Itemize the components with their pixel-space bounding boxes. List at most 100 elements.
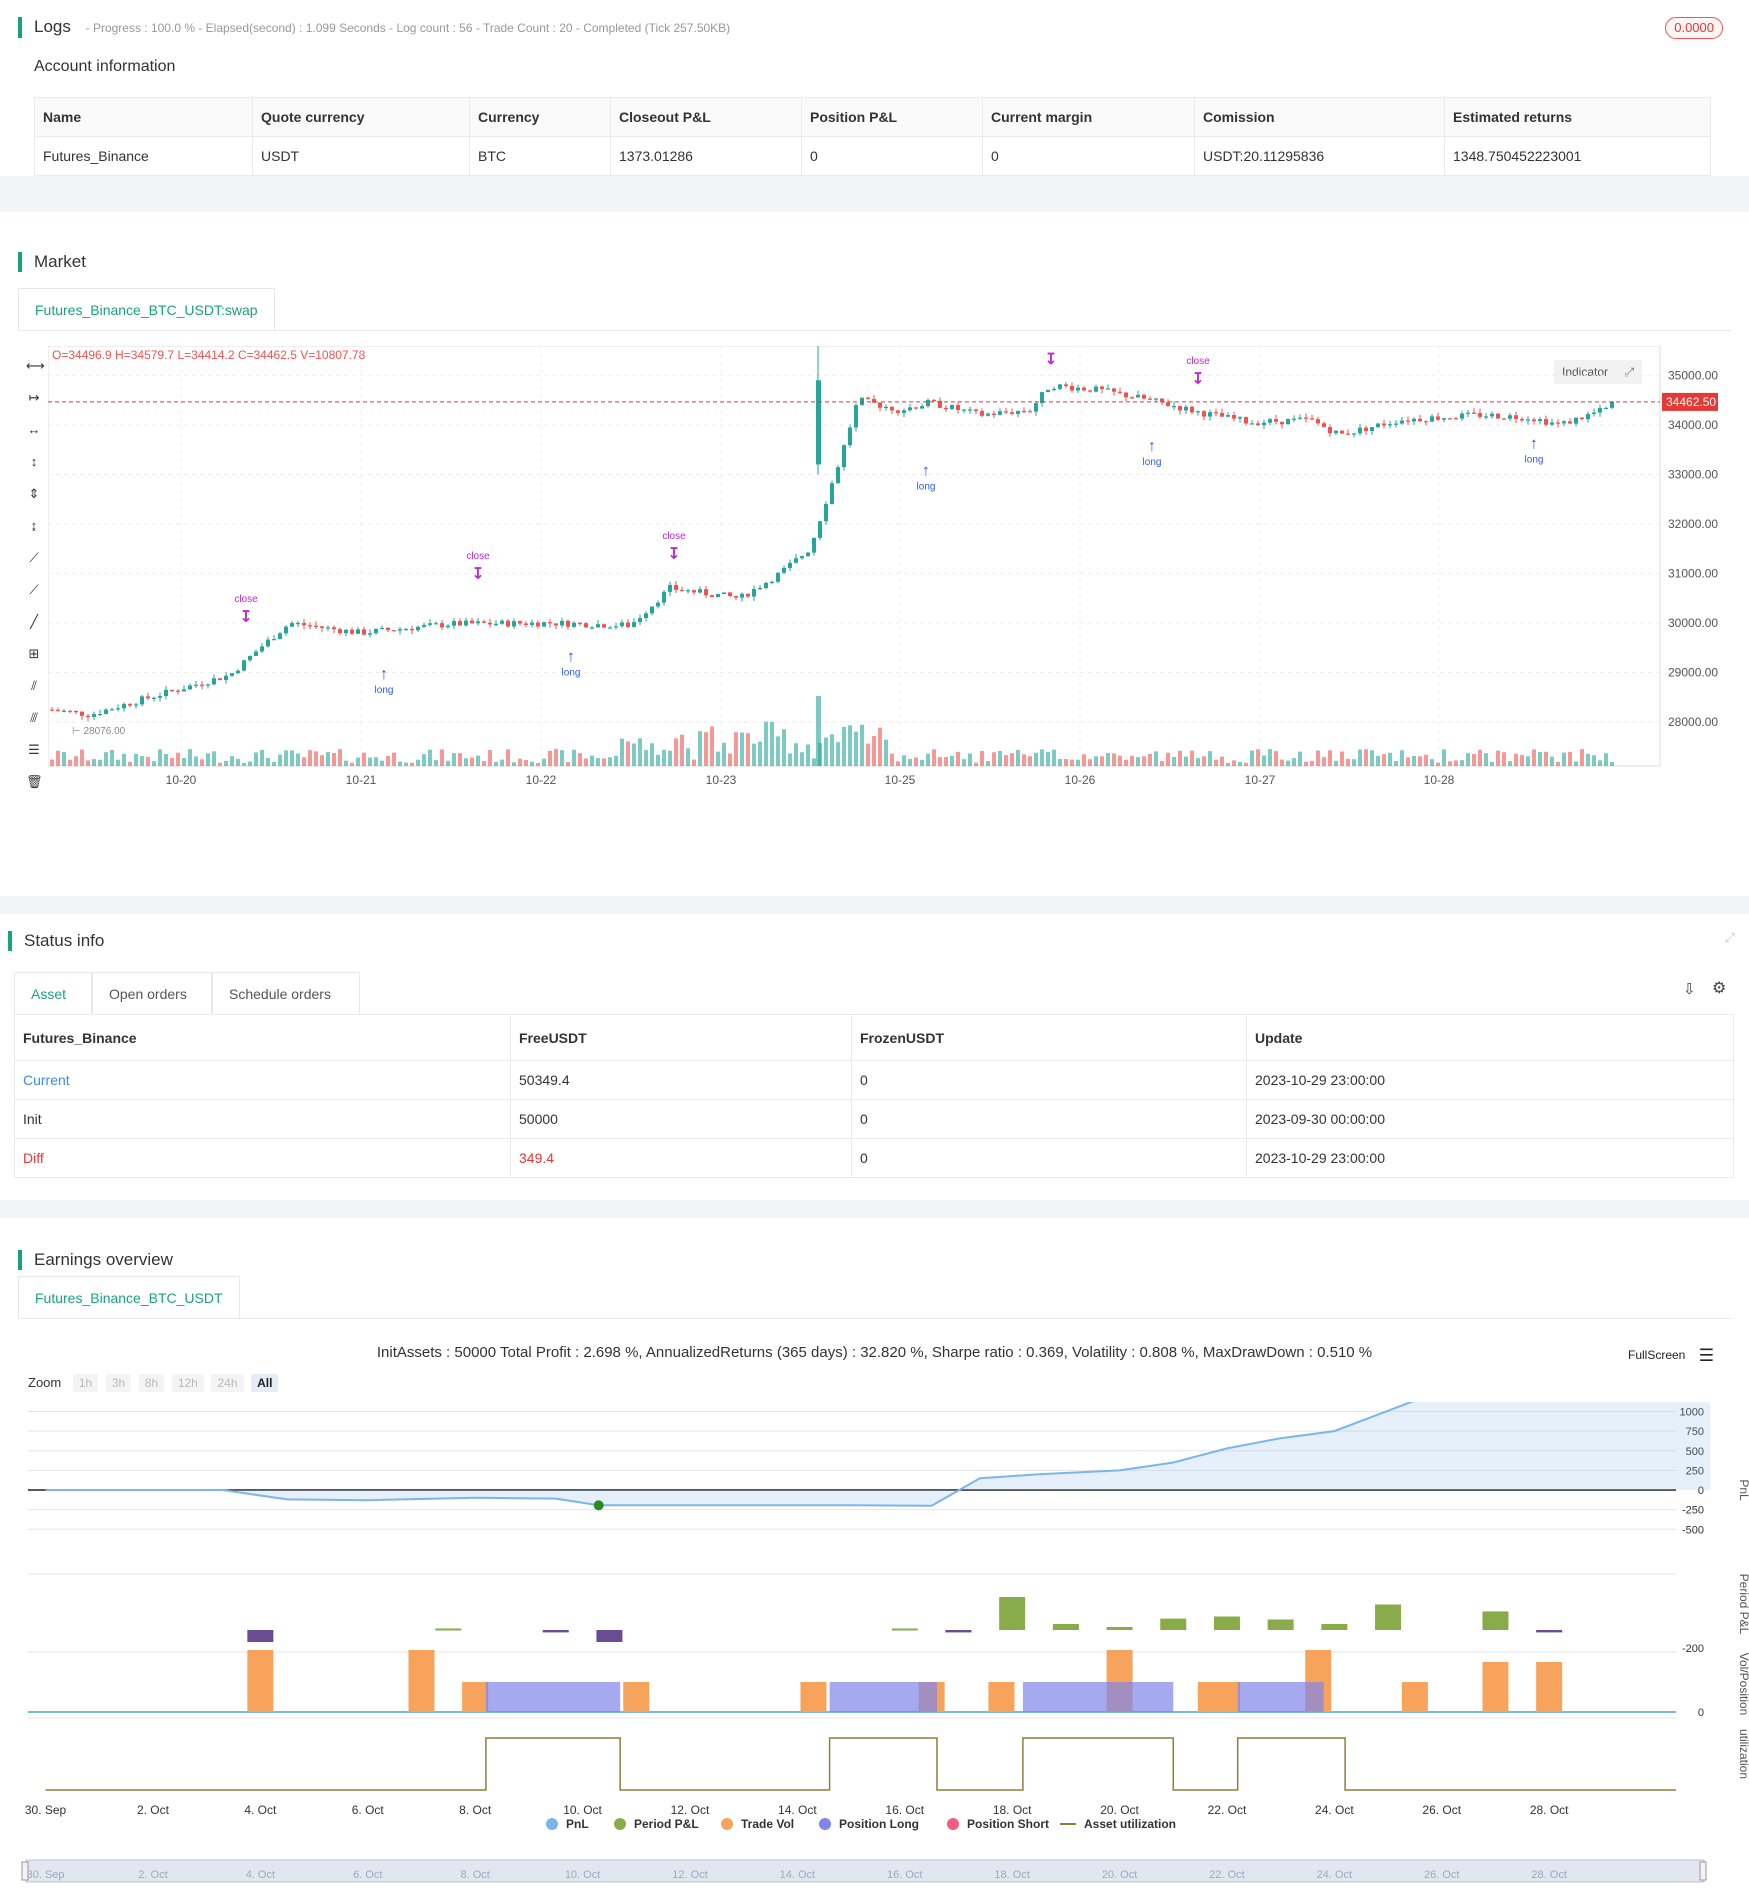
asset-cell: 2023-10-29 23:00:00 [1246, 1060, 1734, 1100]
volume-bar [1028, 756, 1032, 766]
volume-bar [722, 742, 726, 766]
trash-icon[interactable]: 🗑 [26, 774, 43, 789]
fib-lines-tool-icon[interactable]: ☰ [28, 742, 40, 757]
volume-bar [1250, 750, 1254, 766]
candle-body [1454, 418, 1458, 420]
logs-panel: Logs - Progress : 100.0 % - Elapsed(seco… [0, 0, 1749, 176]
asset-col-exchange: Futures_Binance [14, 1014, 511, 1061]
candle-body [446, 625, 450, 628]
axis-title: utilization [1737, 1729, 1749, 1779]
price-line-tool-icon[interactable]: ⊞ [28, 646, 40, 661]
volume-bar [74, 756, 78, 766]
candle-body [914, 407, 918, 409]
expand-icon: ⤢ [1624, 365, 1634, 379]
candle-body [956, 405, 960, 411]
volume-bar [1160, 761, 1164, 766]
gear-icon[interactable]: ⚙ [1712, 980, 1727, 997]
tab-market-symbol[interactable]: Futures_Binance_BTC_USDT:swap [18, 288, 275, 330]
volume-bar [50, 759, 54, 766]
candle-body [860, 397, 864, 406]
asset-col-update: Update [1246, 1014, 1734, 1061]
account-cell: 0 [801, 136, 983, 176]
vertical-line-tool-icon[interactable]: ↕ [30, 454, 38, 469]
fibonacci-tool-icon[interactable]: ⫻ [30, 710, 38, 725]
vertical-segment-tool-icon[interactable]: ↨ [30, 518, 38, 533]
zoom-all-button[interactable]: All [251, 1374, 279, 1392]
candle-body [212, 678, 216, 685]
line-segment-tool-icon[interactable]: ↔ [27, 422, 41, 437]
volume-bar [668, 750, 672, 766]
horizontal-line-tool-icon[interactable]: ⟷ [26, 358, 45, 373]
account-col-currency: Currency [469, 97, 611, 137]
candle-body [1412, 418, 1416, 422]
parallel-channel-tool-icon[interactable]: ⫽ [31, 678, 37, 693]
trend-line-tool-icon[interactable]: ⟋ [29, 550, 39, 565]
tab-earnings-symbol[interactable]: Futures_Binance_BTC_USDT [18, 1276, 240, 1318]
volume-bar [254, 752, 258, 766]
account-cell: USDT [252, 136, 470, 176]
volume-bar [212, 751, 216, 766]
volume-bar [422, 754, 426, 766]
volume-bar [674, 738, 678, 766]
zoom-1h-button[interactable]: 1h [72, 1374, 99, 1392]
zoom-12h-button[interactable]: 12h [171, 1374, 204, 1392]
candle-body [938, 400, 942, 408]
earnings-title: Earnings overview [18, 1250, 173, 1270]
candle-body [1010, 412, 1014, 414]
volume-bar [950, 755, 954, 766]
tab-schedule-orders[interactable]: Schedule orders [212, 972, 360, 1014]
volume-bar [626, 741, 630, 766]
volume-bar [344, 760, 348, 766]
axis-title: PnL [1737, 1479, 1749, 1501]
candle-body [1082, 387, 1086, 391]
hamburger-menu-icon[interactable]: ☰ [1698, 1346, 1714, 1365]
long-arrow-icon: ↑ [1530, 436, 1538, 453]
candle-body [1352, 433, 1356, 435]
x-tick-label: 2. Oct [137, 1803, 170, 1817]
navigator-handle-left [21, 1861, 29, 1881]
fullscreen-button[interactable]: FullScreen ☰ [1628, 1346, 1714, 1366]
zoom-3h-button[interactable]: 3h [105, 1374, 132, 1392]
candle-body [1316, 419, 1320, 424]
candle-body [1442, 418, 1446, 420]
straight-line-tool-icon[interactable]: ╱ [30, 614, 38, 629]
volume-bar [890, 753, 894, 766]
volume-bar [830, 734, 834, 766]
tab-asset[interactable]: Asset [14, 972, 92, 1014]
position-long-area [485, 1682, 621, 1712]
volume-bar [650, 743, 654, 766]
volume-bar [1094, 756, 1098, 766]
account-col-returns: Estimated returns [1444, 97, 1711, 137]
zoom-8h-button[interactable]: 8h [138, 1374, 165, 1392]
horizontal-ray-tool-icon[interactable]: ↦ [28, 390, 40, 405]
candle-body [386, 627, 390, 631]
indicator-button[interactable]: Indicator ⤢ [1554, 360, 1642, 384]
volume-bar [980, 750, 984, 766]
vertical-ray-tool-icon[interactable]: ⇕ [28, 486, 40, 501]
candle-body [422, 624, 426, 627]
download-icon[interactable]: ⇩ [1683, 981, 1696, 998]
candlestick-chart[interactable]: 37000.0036000.0035000.0034000.0033000.00… [48, 346, 1748, 866]
candle-body [218, 678, 222, 681]
candle-body [122, 704, 126, 709]
tab-open-orders[interactable]: Open orders [92, 972, 212, 1014]
ray-line-tool-icon[interactable]: ⟋ [29, 582, 39, 597]
earnings-chart[interactable]: 125010007505002500-250-500PnL-200Period … [0, 1402, 1749, 1898]
volume-bar [716, 751, 720, 766]
candle-body [1028, 411, 1032, 413]
candle-body [1334, 430, 1338, 434]
candle-body [1388, 424, 1392, 426]
navigator-tick-label: 30. Sep [27, 1869, 65, 1881]
candle-body [1550, 422, 1554, 425]
volume-bar [1334, 760, 1338, 766]
volume-bar [1154, 751, 1158, 766]
long-arrow-icon: ↑ [567, 649, 575, 666]
candle-body [1112, 388, 1116, 392]
candle-body [344, 629, 348, 634]
fullscreen-icon[interactable]: ⤢ [1724, 930, 1735, 945]
candle-body [488, 622, 492, 625]
volume-bar [1448, 761, 1452, 766]
status-title: Status info [8, 931, 104, 951]
candle-body [530, 622, 534, 625]
zoom-24h-button[interactable]: 24h [211, 1374, 244, 1392]
